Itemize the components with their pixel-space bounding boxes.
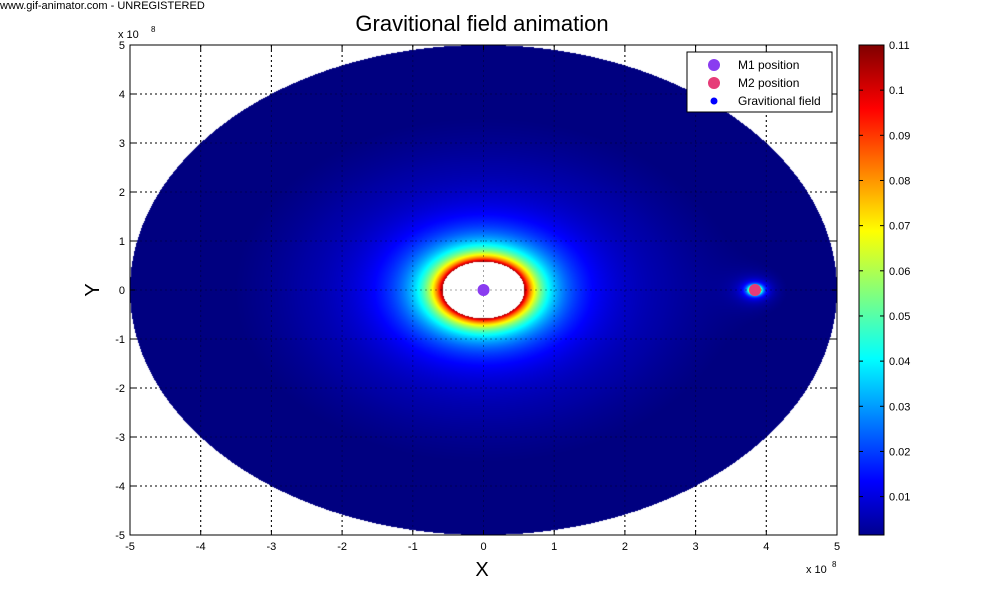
x-tick-label: 0: [480, 541, 486, 553]
watermark-text: www.gif-animator.com - UNREGISTERED: [0, 0, 205, 12]
x-tick-label: 3: [693, 541, 699, 553]
x-tick-label: -3: [267, 541, 277, 553]
colorbar-tick-label: 0.09: [889, 130, 910, 142]
x-tick-label: -5: [125, 541, 135, 553]
y-tick-label: 2: [119, 187, 125, 199]
y-axis-label: Y: [82, 283, 104, 296]
colorbar-tick-label: 0.03: [889, 401, 910, 413]
legend: M1 position M2 position Gravitional fiel…: [686, 51, 833, 113]
x-tick-label: 1: [551, 541, 557, 553]
legend-marker-field: [710, 97, 718, 105]
colorbar-tick-label: 0.08: [889, 175, 910, 187]
y-tick-label: 5: [119, 40, 125, 52]
colorbar-tick-label: 0.1: [889, 85, 904, 97]
y-tick-label: 1: [119, 236, 125, 248]
m1-position-marker: [477, 284, 490, 296]
legend-marker-m2: [708, 77, 720, 89]
x-exponent-power: 8: [832, 560, 837, 569]
x-tick-label: 5: [834, 541, 840, 553]
legend-label-m2: M2 position: [738, 76, 799, 90]
x-tick-label: 4: [763, 541, 769, 553]
legend-marker-m1: [708, 59, 720, 71]
y-tick-label: 0: [119, 285, 125, 297]
y-tick-label: 4: [119, 89, 125, 101]
colorbar: [858, 44, 885, 536]
y-tick-label: -1: [115, 334, 125, 346]
y-tick-label: -2: [115, 383, 125, 395]
x-axis-label: X: [475, 559, 488, 581]
y-tick-label: 3: [119, 138, 125, 150]
y-exponent-base: x 10: [118, 29, 139, 41]
legend-label-m1: M1 position: [738, 58, 799, 72]
colorbar-tick-label: 0.02: [889, 446, 910, 458]
colorbar-tick-label: 0.01: [889, 492, 910, 504]
colorbar-tick-label: 0.07: [889, 221, 910, 233]
legend-label-field: Gravitional field: [738, 94, 821, 108]
y-tick-label: -4: [115, 481, 125, 493]
y-tick-label: -3: [115, 432, 125, 444]
colorbar-tick-label: 0.04: [889, 356, 910, 368]
x-tick-label: -2: [337, 541, 347, 553]
x-tick-label: 2: [622, 541, 628, 553]
colorbar-tick-label: 0.06: [889, 266, 910, 278]
x-tick-label: -4: [196, 541, 206, 553]
y-exponent-power: 8: [151, 25, 156, 34]
m2-position-marker: [748, 284, 761, 296]
y-tick-label: -5: [115, 530, 125, 542]
x-exponent-base: x 10: [806, 564, 827, 576]
x-tick-label: -1: [408, 541, 418, 553]
chart-title: Gravitional field animation: [355, 11, 608, 36]
colorbar-tick-label: 0.11: [889, 40, 910, 52]
grid-overlay: [130, 45, 837, 535]
colorbar-tick-label: 0.05: [889, 311, 910, 323]
